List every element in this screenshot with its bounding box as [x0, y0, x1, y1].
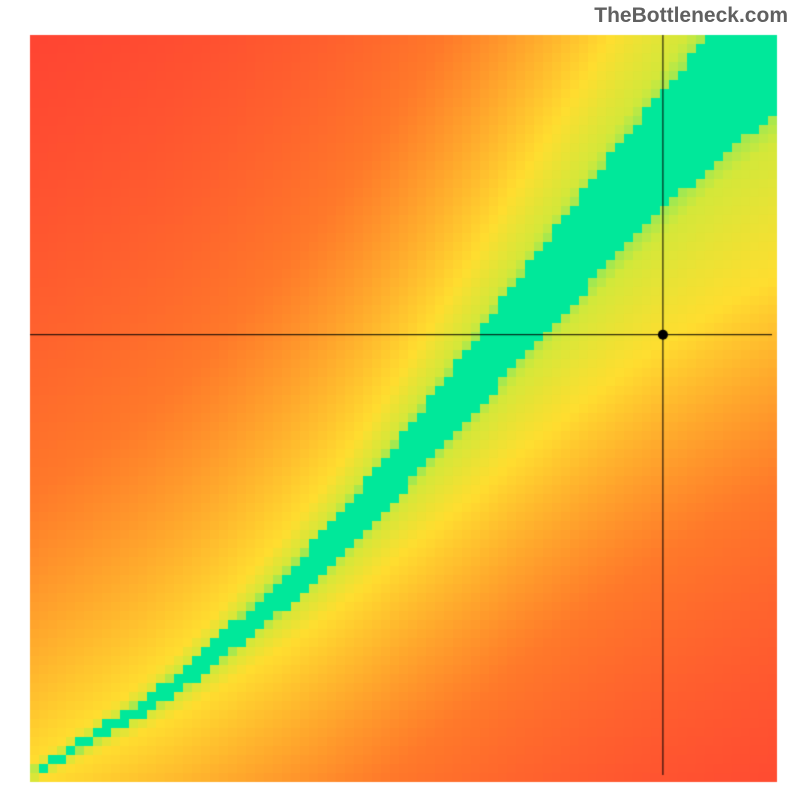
chart-container: TheBottleneck.com [0, 0, 800, 800]
heatmap-canvas [0, 0, 800, 800]
attribution-label: TheBottleneck.com [594, 4, 788, 28]
